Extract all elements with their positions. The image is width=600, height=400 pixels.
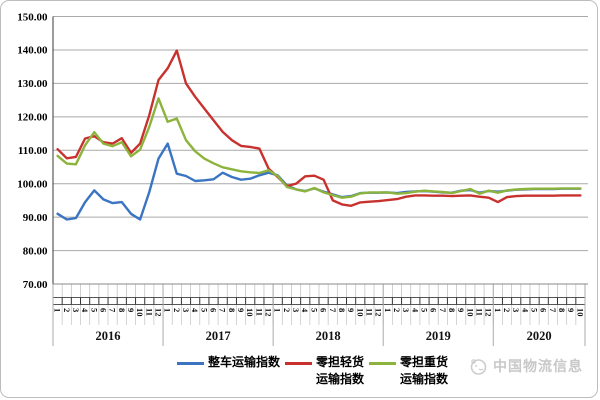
svg-text:7: 7 (108, 308, 118, 313)
svg-text:9: 9 (236, 308, 246, 312)
svg-text:10: 10 (355, 308, 365, 317)
svg-text:8: 8 (337, 308, 347, 312)
svg-text:2: 2 (392, 308, 402, 312)
brand-watermark: 中国物流信息 (469, 356, 583, 376)
brand-text: 中国物流信息 (493, 358, 583, 374)
svg-text:10: 10 (135, 308, 145, 317)
svg-text:1: 1 (273, 308, 283, 312)
svg-text:7: 7 (548, 308, 558, 313)
svg-text:80.00: 80.00 (23, 245, 48, 257)
svg-text:9: 9 (566, 308, 576, 312)
svg-text:1: 1 (383, 308, 393, 312)
svg-text:11: 11 (475, 308, 485, 316)
svg-text:4: 4 (190, 308, 200, 313)
legend-label: 零担重货 (400, 355, 449, 369)
legend-line-swatch-blue (177, 362, 204, 365)
legend-label: 整车运输指数 (208, 355, 281, 369)
legend-label: 零担轻货 (316, 355, 365, 369)
svg-text:5: 5 (199, 308, 209, 312)
svg-text:5: 5 (419, 308, 429, 312)
svg-text:4: 4 (80, 308, 90, 313)
svg-text:100.00: 100.00 (17, 178, 48, 190)
svg-text:6: 6 (319, 308, 329, 312)
svg-text:9: 9 (346, 308, 356, 312)
svg-text:7: 7 (328, 308, 338, 313)
legend-item-ftl-index: 整车运输指数 (177, 354, 280, 371)
svg-text:6: 6 (429, 308, 439, 312)
svg-text:130.00: 130.00 (17, 78, 48, 90)
svg-text:2: 2 (502, 308, 512, 312)
legend-line-swatch-green (369, 362, 397, 365)
svg-text:2016: 2016 (96, 329, 121, 343)
legend-item-ltl-light-index: 零担轻货 运输指数 (285, 354, 364, 388)
svg-text:2020: 2020 (527, 329, 552, 343)
svg-text:8: 8 (227, 308, 237, 312)
svg-text:9: 9 (456, 308, 466, 312)
svg-text:140.00: 140.00 (17, 45, 48, 57)
svg-text:9: 9 (126, 308, 136, 312)
svg-text:7: 7 (218, 308, 228, 313)
svg-text:8: 8 (117, 308, 127, 312)
legend-label: 运输指数 (316, 371, 365, 386)
svg-text:6: 6 (539, 308, 549, 312)
svg-text:110.00: 110.00 (18, 145, 48, 157)
svg-text:11: 11 (364, 308, 374, 316)
svg-text:6: 6 (98, 308, 108, 312)
brand-logo-icon (469, 357, 488, 376)
svg-text:11: 11 (144, 308, 154, 316)
chart-legend: 整车运输指数 零担轻货 运输指数 零担重货 运输指数 (177, 354, 448, 388)
svg-text:12: 12 (153, 308, 163, 317)
svg-text:2019: 2019 (426, 329, 451, 343)
svg-text:150.00: 150.00 (17, 11, 48, 23)
svg-text:10: 10 (575, 308, 585, 317)
legend-label: 运输指数 (400, 371, 449, 386)
svg-text:10: 10 (245, 308, 255, 317)
svg-text:1: 1 (53, 308, 63, 312)
svg-text:4: 4 (300, 308, 310, 313)
svg-text:3: 3 (401, 308, 411, 312)
svg-text:5: 5 (309, 308, 319, 312)
svg-text:2: 2 (172, 308, 182, 312)
svg-text:3: 3 (71, 308, 81, 312)
svg-text:4: 4 (410, 308, 420, 313)
svg-text:2017: 2017 (206, 329, 231, 343)
svg-text:7: 7 (438, 308, 448, 313)
svg-text:1: 1 (163, 308, 173, 312)
legend-item-ltl-heavy-index: 零担重货 运输指数 (369, 354, 448, 388)
svg-text:70.00: 70.00 (23, 279, 48, 291)
svg-text:3: 3 (181, 308, 191, 312)
svg-text:5: 5 (530, 308, 540, 312)
svg-text:10: 10 (465, 308, 475, 317)
svg-text:90.00: 90.00 (23, 212, 48, 224)
svg-text:1: 1 (493, 308, 503, 312)
svg-text:11: 11 (254, 308, 264, 316)
svg-text:120.00: 120.00 (17, 112, 48, 124)
svg-text:2: 2 (282, 308, 292, 312)
svg-text:12: 12 (264, 308, 274, 317)
svg-text:8: 8 (557, 308, 567, 312)
svg-text:12: 12 (374, 308, 384, 317)
svg-text:3: 3 (291, 308, 301, 312)
svg-text:8: 8 (447, 308, 457, 312)
svg-text:4: 4 (520, 308, 530, 313)
svg-text:5: 5 (89, 308, 99, 312)
svg-text:2018: 2018 (316, 329, 341, 343)
svg-text:12: 12 (484, 308, 494, 317)
legend-line-swatch-red (285, 362, 313, 365)
svg-text:3: 3 (511, 308, 521, 312)
svg-text:6: 6 (209, 308, 219, 312)
svg-text:2: 2 (62, 308, 72, 312)
